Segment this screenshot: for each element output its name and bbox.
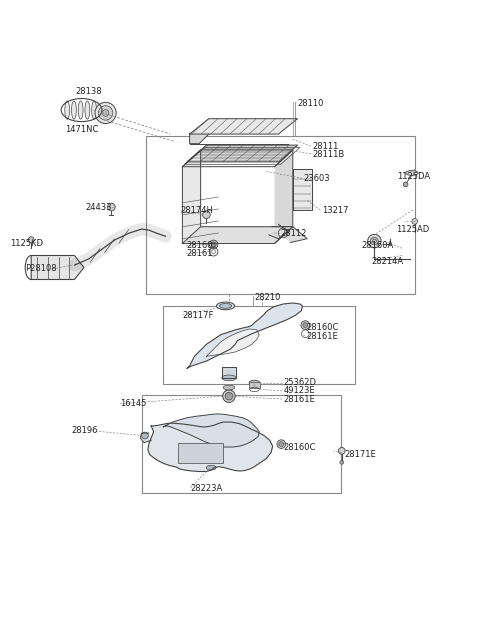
Polygon shape bbox=[31, 256, 84, 280]
Text: 49123E: 49123E bbox=[283, 386, 315, 396]
Circle shape bbox=[403, 182, 408, 187]
Bar bbox=[163, 306, 355, 384]
Ellipse shape bbox=[206, 465, 216, 470]
Circle shape bbox=[102, 110, 109, 116]
Text: 28117F: 28117F bbox=[182, 310, 214, 319]
Circle shape bbox=[142, 432, 148, 439]
Circle shape bbox=[303, 322, 308, 327]
Text: 1125DA: 1125DA bbox=[397, 172, 431, 181]
Text: 28111: 28111 bbox=[312, 142, 338, 151]
Polygon shape bbox=[182, 150, 201, 244]
Polygon shape bbox=[182, 227, 293, 244]
Text: 28138: 28138 bbox=[75, 87, 102, 96]
Polygon shape bbox=[293, 169, 312, 210]
Circle shape bbox=[412, 218, 418, 224]
Text: 23603: 23603 bbox=[303, 174, 330, 183]
Circle shape bbox=[338, 447, 345, 454]
Polygon shape bbox=[187, 145, 298, 162]
Text: 28160: 28160 bbox=[186, 241, 213, 250]
Circle shape bbox=[225, 392, 233, 400]
Polygon shape bbox=[271, 227, 307, 242]
Circle shape bbox=[340, 461, 344, 464]
Text: 28161: 28161 bbox=[186, 249, 213, 258]
Text: 16145: 16145 bbox=[120, 399, 146, 408]
Ellipse shape bbox=[78, 101, 83, 119]
Text: 28160A: 28160A bbox=[361, 241, 393, 250]
Circle shape bbox=[279, 442, 284, 447]
Text: 25362D: 25362D bbox=[283, 378, 316, 387]
Polygon shape bbox=[206, 329, 259, 357]
Ellipse shape bbox=[92, 101, 96, 119]
Circle shape bbox=[28, 237, 34, 242]
Circle shape bbox=[98, 106, 113, 120]
Text: 28161E: 28161E bbox=[306, 332, 338, 341]
Text: 28161E: 28161E bbox=[283, 395, 315, 404]
Ellipse shape bbox=[65, 101, 70, 119]
Ellipse shape bbox=[406, 170, 418, 175]
Text: 28223A: 28223A bbox=[191, 484, 223, 493]
Polygon shape bbox=[148, 422, 273, 471]
Text: 24433: 24433 bbox=[85, 203, 112, 211]
Circle shape bbox=[95, 102, 116, 124]
Ellipse shape bbox=[249, 380, 260, 385]
Text: 28111B: 28111B bbox=[312, 150, 344, 159]
Polygon shape bbox=[190, 134, 209, 144]
Circle shape bbox=[368, 234, 381, 248]
Text: 13217: 13217 bbox=[322, 206, 348, 215]
Text: 28160C: 28160C bbox=[306, 322, 338, 331]
Circle shape bbox=[211, 242, 216, 247]
Bar bbox=[146, 136, 415, 294]
Ellipse shape bbox=[219, 304, 232, 309]
Bar bbox=[249, 382, 260, 387]
Circle shape bbox=[277, 440, 286, 449]
Text: 28112: 28112 bbox=[281, 229, 307, 238]
Ellipse shape bbox=[72, 101, 76, 119]
Text: 28210: 28210 bbox=[254, 293, 281, 302]
Ellipse shape bbox=[216, 302, 235, 310]
Text: 28214A: 28214A bbox=[371, 257, 403, 266]
Polygon shape bbox=[190, 119, 298, 134]
Polygon shape bbox=[187, 303, 302, 369]
Ellipse shape bbox=[222, 375, 236, 380]
Text: 1471NC: 1471NC bbox=[65, 125, 98, 134]
Text: 28160C: 28160C bbox=[283, 444, 315, 452]
Circle shape bbox=[301, 321, 310, 329]
Text: 28171E: 28171E bbox=[345, 450, 376, 459]
Text: 1125AD: 1125AD bbox=[396, 225, 429, 233]
Polygon shape bbox=[275, 150, 293, 244]
Circle shape bbox=[108, 203, 115, 211]
Circle shape bbox=[203, 211, 210, 218]
Circle shape bbox=[278, 228, 288, 238]
Bar bbox=[178, 443, 223, 463]
Text: P28108: P28108 bbox=[25, 264, 57, 273]
Text: 28196: 28196 bbox=[71, 426, 97, 435]
Polygon shape bbox=[222, 367, 236, 378]
Ellipse shape bbox=[223, 385, 235, 390]
Polygon shape bbox=[140, 433, 151, 443]
Polygon shape bbox=[163, 414, 259, 447]
Ellipse shape bbox=[85, 101, 90, 119]
Text: 1125KD: 1125KD bbox=[10, 239, 43, 247]
Circle shape bbox=[209, 240, 218, 249]
Circle shape bbox=[371, 237, 378, 245]
Text: 28174H: 28174H bbox=[180, 206, 213, 215]
Text: 28110: 28110 bbox=[298, 99, 324, 109]
Circle shape bbox=[223, 390, 235, 403]
Bar bbox=[142, 395, 341, 493]
